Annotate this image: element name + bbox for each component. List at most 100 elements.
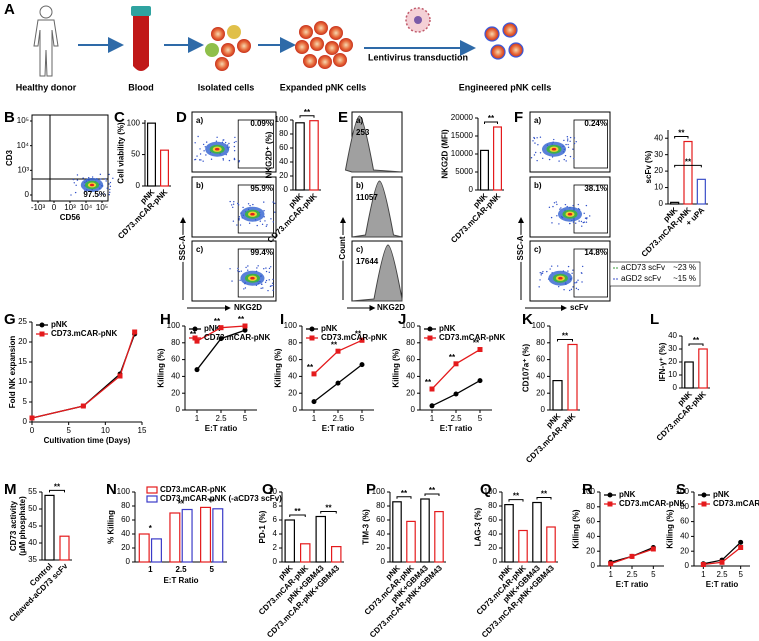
engineered-cells-icon xyxy=(484,22,524,60)
y-tick-label: 30 xyxy=(654,150,663,159)
legend-label: CD73.mCAR-pNK (-aCD73 scFv) xyxy=(160,494,282,503)
gate-value: 17644 xyxy=(356,257,379,266)
event-dot xyxy=(216,136,218,138)
significance: ** xyxy=(693,336,700,345)
y-tick-label: 20 xyxy=(18,337,27,346)
event-dot xyxy=(573,157,575,160)
histogram xyxy=(344,115,403,173)
x-axis-label: NKG2D xyxy=(234,303,262,312)
gate-value: 0.24% xyxy=(584,119,607,128)
event-dot xyxy=(88,176,90,179)
event-dot xyxy=(536,159,538,162)
y-tick-label: 0 xyxy=(293,405,298,414)
legend-marker xyxy=(192,326,198,332)
event-dot xyxy=(256,267,258,269)
legend-label: aCD73 scFv xyxy=(621,263,665,272)
x-tick-label: 1 xyxy=(430,414,435,423)
x-axis-label: Cultivation time (Days) xyxy=(44,436,131,445)
event-dot xyxy=(257,265,259,267)
legend-label: aGD2 scFv xyxy=(621,274,661,283)
event-dot xyxy=(539,279,541,281)
event-dot xyxy=(234,136,236,139)
x-axis-label: E:T ratio xyxy=(322,424,355,433)
panel-label: E xyxy=(338,109,348,126)
event-dot xyxy=(100,178,102,180)
event-dot xyxy=(576,281,578,283)
bar xyxy=(683,140,693,205)
y-tick-label: 100 xyxy=(402,321,416,330)
panel-label: M xyxy=(4,481,17,498)
expanded-cells-icon xyxy=(295,21,353,69)
event-dot xyxy=(194,158,197,161)
plot-frame xyxy=(529,111,611,173)
event-dot xyxy=(541,272,543,274)
event-dot xyxy=(555,201,557,203)
event-dot xyxy=(244,287,247,289)
density xyxy=(551,147,557,151)
event-dot xyxy=(232,203,235,205)
event-dot xyxy=(233,145,236,148)
event-dot xyxy=(224,141,227,144)
y-tick-label: 40 xyxy=(376,529,385,538)
event-dot xyxy=(268,271,270,274)
isolated-cells-icon xyxy=(205,25,251,71)
y-tick-label: 80 xyxy=(121,501,130,510)
point xyxy=(650,546,656,552)
point xyxy=(608,561,614,567)
y-tick-label: 40 xyxy=(536,372,545,381)
event-dot xyxy=(109,185,112,188)
event-dot xyxy=(581,272,583,274)
event-dot xyxy=(232,220,235,222)
legend-marker xyxy=(309,326,315,332)
event-dot xyxy=(567,146,570,148)
event-dot xyxy=(575,287,578,290)
event-dot xyxy=(533,154,536,156)
event-dot xyxy=(566,136,569,138)
significance-bracket xyxy=(320,511,337,514)
event-dot xyxy=(274,202,276,205)
significance: ** xyxy=(541,490,548,499)
event-dot xyxy=(577,279,579,281)
event-dot xyxy=(270,218,272,220)
y-tick-label: 80 xyxy=(586,502,595,511)
event-dot xyxy=(569,140,571,143)
panel-label: N xyxy=(106,481,117,498)
y-axis-label: IFN-γ⁺ (%) xyxy=(658,342,667,381)
significance-bracket xyxy=(674,136,689,139)
y-tick-label: 50 xyxy=(131,150,140,159)
event-dot xyxy=(570,288,573,291)
event-dot xyxy=(112,177,114,180)
bar xyxy=(684,361,694,389)
y-tick-label: 80 xyxy=(288,338,297,347)
significance: ** xyxy=(401,489,408,498)
event-dot xyxy=(530,157,533,159)
y-tick-label: 20 xyxy=(288,388,297,397)
event-dot xyxy=(70,194,72,196)
event-dot xyxy=(194,142,196,144)
event-dot xyxy=(105,180,107,182)
point xyxy=(218,336,224,342)
x-axis-label: E:T ratio xyxy=(440,424,473,433)
event-dot xyxy=(272,278,274,281)
event-dot xyxy=(550,265,553,267)
panel-label: L xyxy=(650,311,659,328)
y-tick-label: 20 xyxy=(668,357,677,366)
y-tick-label: 10³ xyxy=(17,165,29,174)
panel-label: S xyxy=(676,481,686,498)
event-dot xyxy=(238,217,240,220)
bar xyxy=(138,533,150,563)
y-axis-label: PD-1 (%) xyxy=(258,510,267,543)
y-tick-label: 20 xyxy=(171,388,180,397)
event-dot xyxy=(260,287,262,290)
significance: ** xyxy=(325,504,332,513)
significance-bracket xyxy=(508,499,524,502)
event-dot xyxy=(568,289,571,292)
legend-label: pNK xyxy=(321,324,338,333)
event-dot xyxy=(104,178,107,180)
significance-bracket xyxy=(557,338,573,342)
event-dot xyxy=(573,137,576,139)
event-dot xyxy=(252,203,254,206)
event-dot xyxy=(202,143,205,146)
y-axis-label: Killing (%) xyxy=(666,509,675,548)
bar xyxy=(284,519,296,563)
